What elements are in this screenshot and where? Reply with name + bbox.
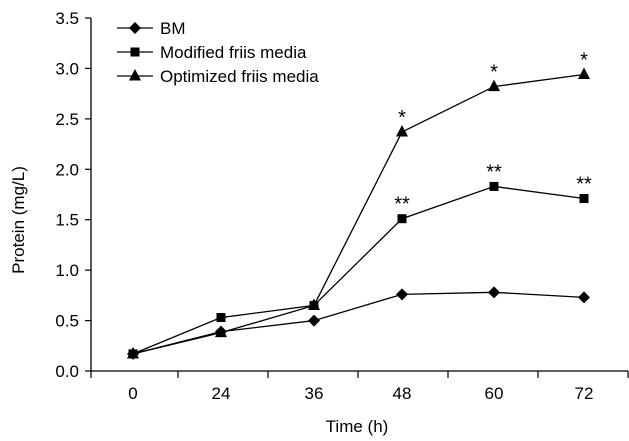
series-line <box>132 73 585 355</box>
x-axis-title: Time (h) <box>326 417 389 436</box>
significance-annotation: ** <box>576 174 592 196</box>
x-tick-label: 48 <box>393 384 412 403</box>
data-point-square <box>216 313 226 323</box>
legend-marker-square <box>130 47 140 57</box>
x-tick-label: 24 <box>212 384 231 403</box>
legend-label: BM <box>160 19 186 38</box>
significance-annotation: * <box>398 107 406 129</box>
x-tick-label: 60 <box>485 384 504 403</box>
data-point-diamond <box>308 314 320 327</box>
y-tick-label: 2.5 <box>55 110 79 129</box>
series-layer <box>127 67 590 360</box>
legend-label: Modified friis media <box>160 43 307 62</box>
legend-item: BM <box>117 19 186 38</box>
data-point-square <box>397 214 407 224</box>
significance-annotation: * <box>490 62 498 84</box>
data-point-square <box>579 194 589 204</box>
y-axis-title: Protein (mg/L) <box>9 166 28 274</box>
y-tick-label: 2.0 <box>55 160 79 179</box>
data-point-diamond <box>578 291 590 304</box>
significance-annotation: * <box>580 49 588 71</box>
data-point-square <box>489 181 499 191</box>
data-point-diamond <box>488 286 500 299</box>
annotation-layer: ********* <box>394 49 592 215</box>
y-tick-label: 3.0 <box>55 59 79 78</box>
data-point-diamond <box>396 288 408 301</box>
legend-marker-triangle <box>129 69 141 81</box>
y-tick-label: 1.0 <box>55 261 79 280</box>
y-tick-label: 0.5 <box>55 312 79 331</box>
axes: 0.0 0.5 1.0 1.5 2.0 2.5 3.0 3.5 0 24 36 48 60 72 <box>55 9 629 403</box>
significance-annotation: ** <box>394 194 410 216</box>
data-point-triangle <box>396 124 408 137</box>
series-modified-friis-media <box>128 181 589 359</box>
legend-marker-diamond <box>129 22 141 34</box>
data-point-triangle <box>215 325 227 338</box>
data-point-triangle <box>488 79 500 92</box>
series-optimized-friis-media <box>127 67 590 359</box>
data-point-triangle <box>308 298 320 310</box>
data-point-triangle <box>578 67 590 79</box>
x-tick-label: 72 <box>575 384 594 403</box>
x-tick-label: 36 <box>305 384 324 403</box>
y-tick-label: 3.5 <box>55 9 79 28</box>
series-bm <box>127 286 590 360</box>
series-line <box>132 291 585 355</box>
x-tick-label: 0 <box>128 384 137 403</box>
data-point-triangle <box>127 346 139 359</box>
y-tick-label: 1.5 <box>55 211 79 230</box>
series-line <box>132 185 585 355</box>
legend-item: Modified friis media <box>117 43 307 62</box>
legend: BM Modified friis media Optimized friis me… <box>117 19 319 86</box>
legend-label: Optimized friis media <box>160 67 319 86</box>
y-tick-label: 0.0 <box>55 362 79 381</box>
significance-annotation: ** <box>486 161 502 183</box>
legend-item: Optimized friis media <box>117 67 319 86</box>
